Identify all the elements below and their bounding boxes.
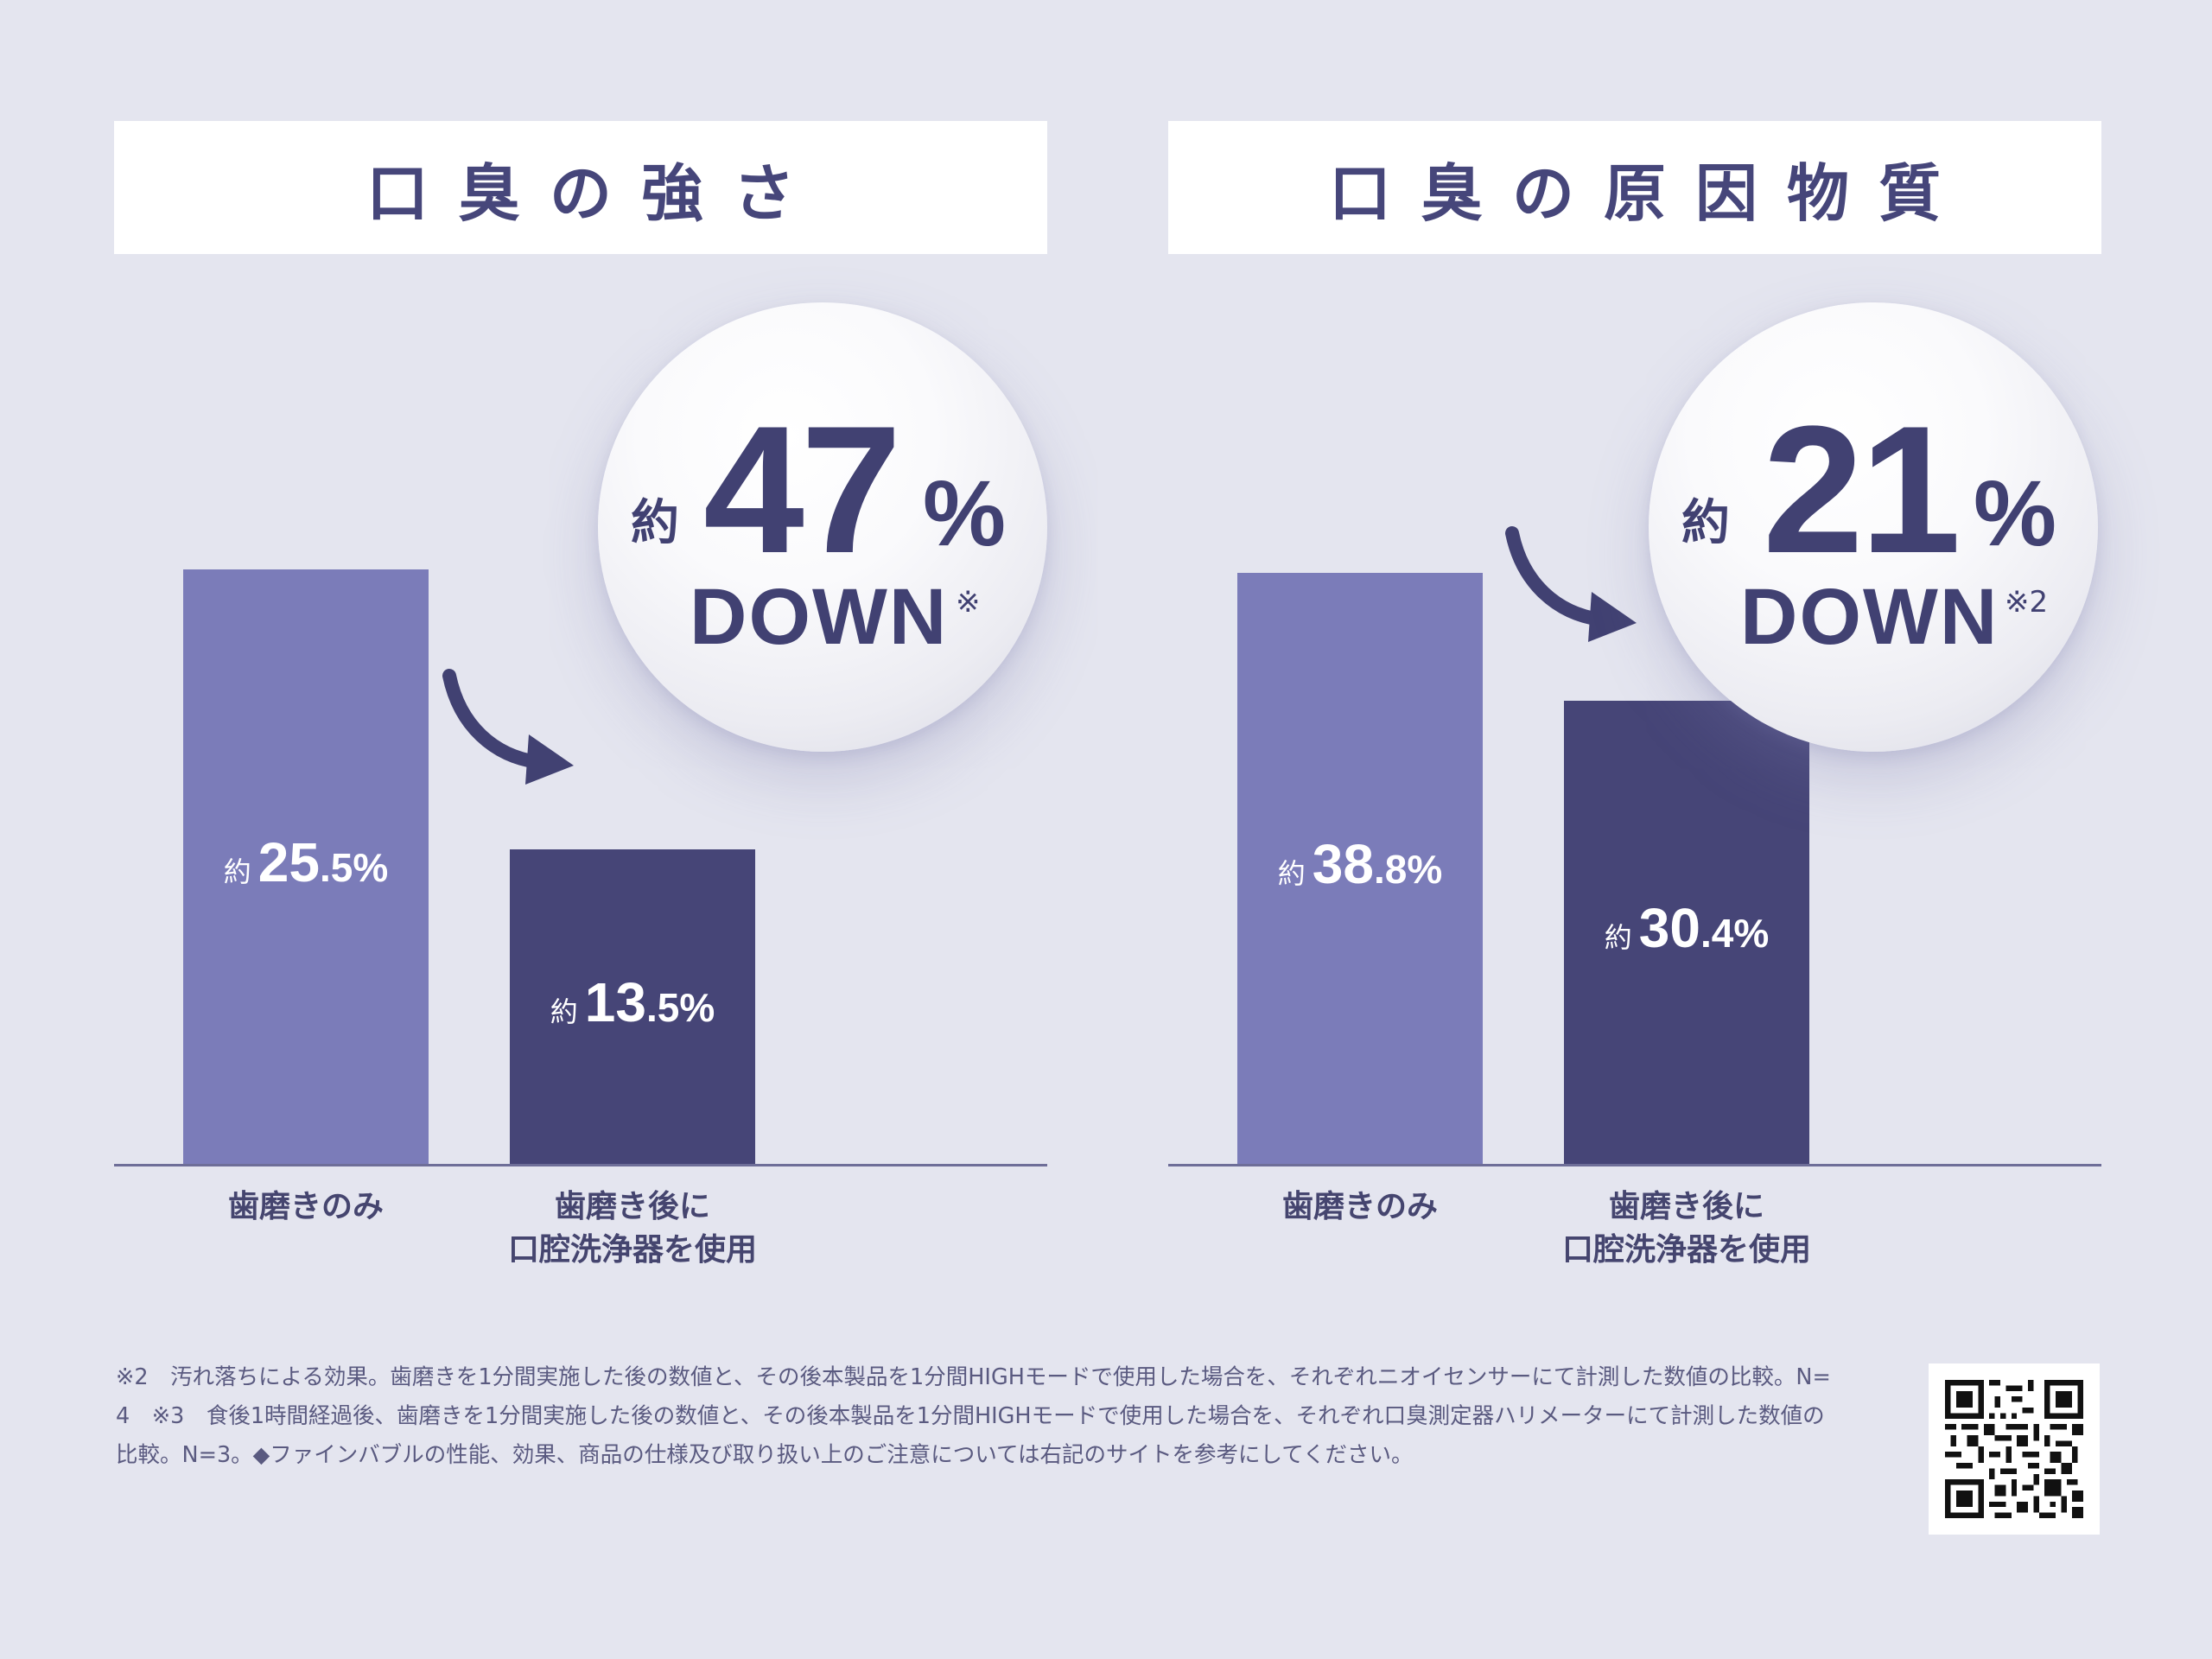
badge-approx-label: 約	[1681, 495, 1730, 551]
reduction-badge: 約 47 % DOWN ※	[598, 302, 1047, 752]
bar-value-label: 約 30.4%	[1564, 896, 1809, 960]
badge-down-label: DOWN	[690, 573, 949, 661]
category-label: 歯磨きのみ	[150, 1185, 461, 1229]
category-label-line: 歯磨きのみ	[1281, 1189, 1438, 1224]
bar-value-label: 約 38.8%	[1237, 832, 1483, 896]
category-label-line: 口腔洗浄器を使用	[1561, 1232, 1811, 1268]
value-approx-prefix: 約	[223, 855, 251, 887]
reduction-badge: 約 21 % DOWN ※2	[1649, 302, 2098, 752]
category-label-line: 口腔洗浄器を使用	[507, 1232, 757, 1268]
badge-approx-label: 約	[631, 495, 679, 551]
badge-percent-sign: %	[1974, 461, 2057, 565]
bar-before: 約 25.5%	[183, 569, 429, 1164]
badge-percent-value: 47	[703, 388, 902, 591]
chart-odor-causing-substances: 口臭の原因物質 約 38.8% 約 30.4% 約 21 % DOWN ※2 歯磨きの…	[1168, 0, 2101, 1296]
badge-note-mark: ※2	[2005, 585, 2049, 620]
value-decimal-unit: .5%	[645, 984, 715, 1030]
footnote-line: ※2 汚れ落ちによる効果。歯磨きを1分間実施した後の数値と、その後本製品を1分間…	[116, 1364, 1831, 1390]
badge-percent-value: 21	[1763, 388, 1961, 591]
x-axis-line	[114, 1164, 1047, 1166]
down-arrow-icon	[1505, 526, 1637, 642]
category-label-line: 歯磨き後に	[554, 1189, 710, 1224]
value-integer: 13	[584, 970, 646, 1033]
value-integer: 38	[1312, 832, 1374, 895]
badge-down-label: DOWN	[1740, 573, 1999, 661]
footnote-line: 比較。N=3。◆ファインバブルの性能、効果、商品の仕様及び取り扱い上のご注意につ…	[116, 1442, 1414, 1468]
category-label: 歯磨きのみ	[1205, 1185, 1516, 1229]
qr-code[interactable]	[1929, 1363, 2100, 1535]
badge-note-mark: ※	[956, 585, 981, 620]
value-decimal-unit: .4%	[1700, 911, 1770, 956]
bar-after: 約 13.5%	[510, 849, 755, 1164]
bar-before: 約 38.8%	[1237, 572, 1483, 1164]
footnote-line: 4 ※3 食後1時間経過後、歯磨きを1分間実施した後の数値と、その後本製品を1分…	[116, 1403, 1825, 1429]
chart-title-box: 口臭の強さ	[114, 121, 1047, 254]
bar-value-label: 約 25.5%	[183, 830, 429, 894]
chart-breath-odor-strength: 口臭の強さ 約 47 % DOWN ※ 約 25.5% 約 13.5% 歯磨きのみ 歯磨…	[114, 0, 1047, 1296]
chart-title-box: 口臭の原因物質	[1168, 121, 2101, 254]
value-integer: 30	[1638, 897, 1700, 959]
value-decimal-unit: .5%	[319, 844, 389, 890]
category-label-line: 歯磨きのみ	[227, 1189, 384, 1224]
chart-title: 口臭の原因物質	[1328, 156, 1970, 230]
bar-value-label: 約 13.5%	[510, 970, 755, 1034]
category-label-line: 歯磨き後に	[1608, 1189, 1764, 1224]
category-label: 歯磨き後に口腔洗浄器を使用	[1531, 1185, 1842, 1272]
down-arrow-icon	[442, 669, 574, 785]
value-decimal-unit: .8%	[1373, 846, 1443, 892]
value-approx-prefix: 約	[550, 995, 578, 1027]
x-axis-line	[1168, 1164, 2101, 1166]
chart-title: 口臭の強さ	[365, 156, 824, 230]
badge-percent-sign: %	[923, 461, 1007, 565]
bar-after: 約 30.4%	[1564, 701, 1809, 1164]
category-label: 歯磨き後に口腔洗浄器を使用	[477, 1185, 788, 1272]
qr-code-icon	[1945, 1380, 2083, 1518]
value-approx-prefix: 約	[1277, 857, 1306, 889]
footnote: ※2 汚れ落ちによる効果。歯磨きを1分間実施した後の数値と、その後本製品を1分間…	[116, 1358, 1887, 1475]
value-integer: 25	[257, 830, 320, 893]
value-approx-prefix: 約	[1604, 922, 1632, 953]
